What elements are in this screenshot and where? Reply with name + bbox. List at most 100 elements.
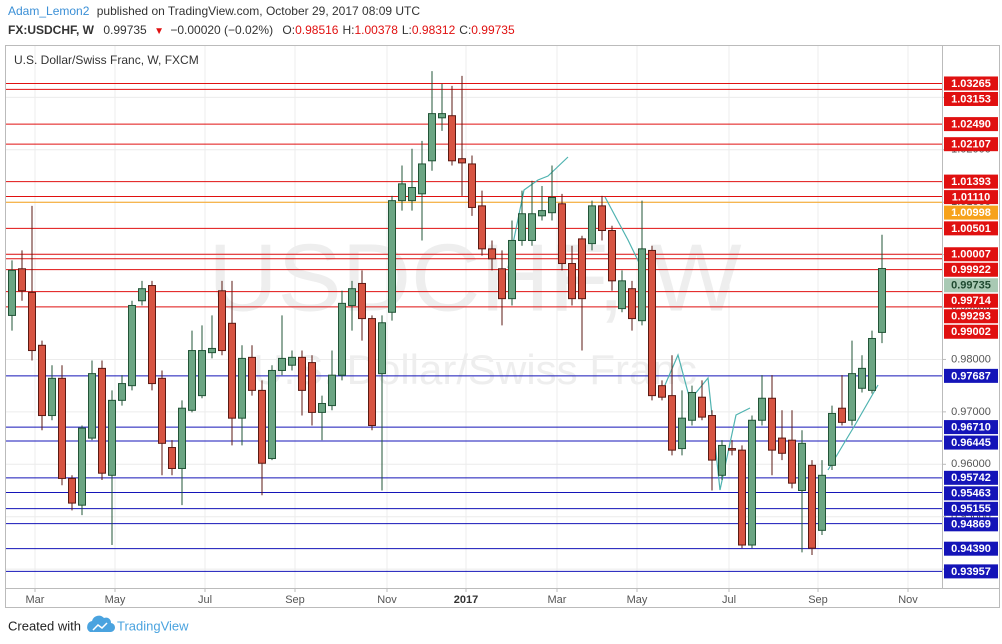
candle [348, 280, 356, 331]
ohlc-label: H: [342, 23, 354, 37]
candle [468, 155, 476, 216]
x-tick-label: May [105, 594, 126, 606]
candle-body [348, 288, 356, 306]
level-label-box [944, 470, 998, 485]
candle-body [838, 407, 846, 423]
x-tick-label: Sep [808, 594, 828, 606]
x-tick-label: Nov [377, 594, 397, 606]
symbol: FX:USDCHF, W [8, 23, 95, 37]
level-label: 1.02107 [951, 139, 991, 151]
level-label-box [944, 517, 998, 532]
level-label-group: 0.99002 [944, 324, 998, 339]
candle [268, 365, 276, 461]
candle-body [238, 357, 246, 419]
ohlc-value: 0.98516 [295, 23, 339, 37]
candle [558, 193, 566, 271]
x-tick-label: Sep [285, 594, 305, 606]
candle-body [698, 396, 706, 418]
footer-brand[interactable]: TradingView [117, 618, 189, 633]
candle [828, 405, 836, 471]
candle-body [178, 407, 186, 469]
candle-body [428, 113, 436, 162]
candle-body [228, 322, 236, 419]
level-label: 0.96445 [951, 437, 991, 449]
candle [88, 360, 96, 441]
level-label-group: 0.96710 [944, 420, 998, 435]
candle-body [118, 383, 126, 401]
level-label-box [944, 174, 998, 189]
level-label: 0.94390 [951, 543, 991, 555]
x-tick-label: Jul [722, 594, 736, 606]
x-tick-label: May [627, 594, 648, 606]
candles [8, 71, 886, 555]
candle [168, 440, 176, 476]
candle [208, 315, 216, 359]
candle-body [298, 356, 306, 391]
x-tick-label: Mar [548, 594, 567, 606]
ohlc-value: 0.98312 [412, 23, 456, 37]
candle-body [728, 448, 736, 451]
level-label: 0.93957 [951, 566, 991, 578]
level-label: 1.03265 [951, 78, 991, 90]
candle-body [658, 385, 666, 398]
level-label-group: 0.99293 [944, 309, 998, 324]
level-label-group: 1.03265 [944, 76, 998, 91]
level-label: 1.00998 [951, 207, 991, 219]
candle-body [8, 269, 16, 316]
level-label-box [944, 205, 998, 220]
level-label-box [944, 293, 998, 308]
candle-body [418, 163, 426, 195]
level-label-box [944, 368, 998, 383]
ohlc-label: O: [282, 23, 295, 37]
candle [868, 330, 876, 394]
tradingview-logo[interactable]: TradingView [87, 615, 189, 634]
level-label-box [944, 190, 998, 205]
candle [248, 345, 256, 396]
candle-body [628, 288, 636, 320]
candle-body [208, 347, 216, 354]
candle [788, 410, 796, 489]
candle [508, 220, 516, 306]
candle-body [468, 163, 476, 208]
level-label-box [944, 501, 998, 516]
candle-body [528, 213, 536, 241]
candle [338, 290, 346, 381]
candle [848, 340, 856, 426]
level-label-box [944, 486, 998, 501]
candle [308, 355, 316, 426]
candle [608, 225, 616, 291]
candle [808, 460, 816, 555]
candle-body [328, 374, 336, 407]
candle [288, 350, 296, 371]
x-tick-label: Jul [198, 594, 212, 606]
candle [878, 234, 886, 344]
level-label: 0.99922 [951, 264, 991, 276]
candle [8, 260, 16, 331]
candle-body [768, 397, 776, 451]
level-label-box [944, 247, 998, 262]
x-tick-label: 2017 [454, 594, 478, 606]
level-label-group: 1.00501 [944, 221, 998, 236]
x-tick-label: Nov [898, 594, 918, 606]
level-label-group: 0.94869 [944, 517, 998, 532]
level-label: 1.01393 [951, 176, 991, 188]
candle-body [558, 203, 566, 265]
level-label: 0.96710 [951, 421, 991, 433]
candle [98, 360, 106, 481]
level-label: 0.95463 [951, 488, 991, 500]
candle [648, 245, 656, 401]
level-label: 1.00007 [951, 249, 991, 261]
candle-body [58, 377, 66, 479]
candle [818, 460, 826, 536]
author[interactable]: Adam_Lemon2 [8, 4, 90, 18]
candle [38, 340, 46, 431]
candle-body [568, 263, 576, 300]
candle [48, 365, 56, 421]
candle [738, 445, 746, 549]
level-label-group: 0.95155 [944, 501, 998, 516]
candle-body [398, 183, 406, 202]
candle-body [688, 391, 696, 421]
level-label-group: 0.97687 [944, 368, 998, 383]
candle [358, 270, 366, 341]
